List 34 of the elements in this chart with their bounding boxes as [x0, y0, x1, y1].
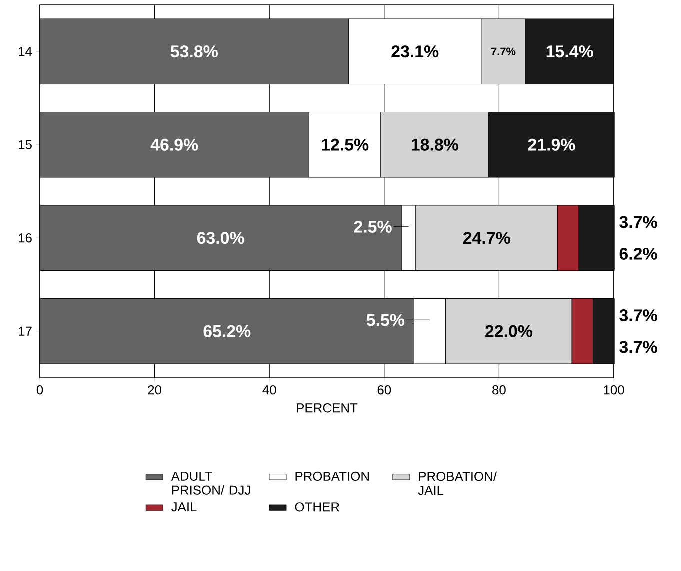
- legend-label: PROBATION: [296, 472, 369, 482]
- data-label: 18.8%: [412, 138, 458, 151]
- data-label: 7.7%: [491, 48, 516, 56]
- x-tick-label: 40: [262, 386, 276, 395]
- data-label: 22.0%: [486, 325, 533, 338]
- x-tick-label: 60: [378, 386, 392, 395]
- data-label: 15.4%: [546, 46, 594, 58]
- data-label: 24.7%: [463, 232, 510, 244]
- data-label: 12.5%: [322, 138, 369, 151]
- y-tick-label: 14: [19, 47, 32, 56]
- data-label: 3.7%: [620, 216, 658, 228]
- x-tick-label: 0: [36, 386, 44, 395]
- x-tick-label: 80: [492, 386, 506, 395]
- data-label: 63.0%: [197, 232, 244, 244]
- data-label: 3.7%: [620, 341, 658, 354]
- legend-label: PROBATION/ JAIL: [418, 472, 498, 496]
- legend-label: OTHER: [295, 502, 340, 512]
- y-tick-label: 15: [19, 140, 32, 150]
- y-tick-label: 16: [19, 234, 32, 243]
- data-label: 6.2%: [620, 248, 658, 260]
- data-label: 65.2%: [204, 325, 251, 338]
- data-label: 53.8%: [170, 46, 218, 58]
- x-tick-label: 20: [148, 386, 162, 395]
- x-tick-label: 100: [604, 386, 624, 395]
- data-label: 23.1%: [392, 46, 439, 58]
- data-label: 46.9%: [150, 138, 198, 151]
- data-label: 5.5%: [366, 314, 404, 326]
- x-axis-title: PERCENT: [297, 404, 358, 413]
- data-label: 2.5%: [354, 220, 392, 233]
- data-label: 21.9%: [528, 138, 576, 151]
- data-label: 3.7%: [620, 310, 658, 322]
- legend-label: ADULT PRISON/ DJJ: [171, 472, 250, 495]
- y-tick-label: 17: [19, 326, 32, 336]
- legend-label: JAIL: [172, 502, 197, 512]
